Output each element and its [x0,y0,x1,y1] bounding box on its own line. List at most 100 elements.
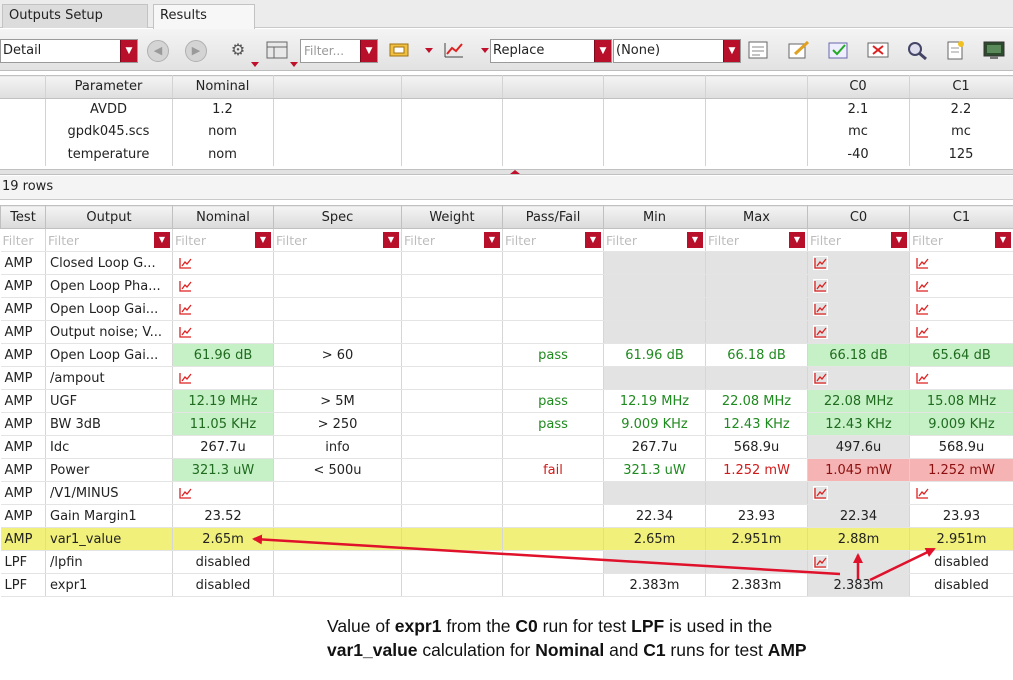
filter-dropdown-icon[interactable]: ▼ [154,232,170,248]
min-filter-field[interactable]: Filter ▼ [603,228,706,252]
table-row[interactable]: AMP Idc 267.7u info 267.7u 568.9u 497.6u 568.9u [0,435,1013,459]
c0-cell[interactable] [807,251,910,275]
output-column-header[interactable]: Output [45,205,173,229]
new-document-icon[interactable] [942,38,968,62]
table-row[interactable]: AMP/V1/MINUS [0,481,1013,505]
c0-filter-field[interactable]: Filter ▼ [807,228,910,252]
terminal-screen-icon[interactable] [981,38,1007,62]
filter-dropdown-icon[interactable]: ▼ [360,40,377,62]
spec-sheet-icon[interactable] [746,38,772,62]
table-row[interactable]: AMP/ampout [0,366,1013,390]
c1-column-header[interactable]: C1 [909,205,1013,229]
delete-results-icon[interactable] [865,38,891,62]
nominal-column-header[interactable]: Nominal [172,75,274,99]
waveform-plot-icon[interactable] [813,279,828,293]
export-icon[interactable] [386,38,412,62]
pane-splitter[interactable] [0,169,1013,175]
table-row[interactable]: AMP Power 321.3 uW < 500u fail 321.3 uW 1.252 … [0,458,1013,482]
waveform-plot-icon[interactable] [178,302,193,316]
waveform-plot-icon[interactable] [178,256,193,270]
c0-cell[interactable] [807,481,910,505]
parameter-row[interactable]: AVDD 1.2 2.1 2.2 [0,98,1013,121]
filter-input[interactable]: Filter... ▼ [300,39,378,63]
c1-filter-field[interactable]: Filter ▼ [909,228,1013,252]
nominal-cell[interactable] [172,297,274,321]
table-row[interactable]: AMP Open Loop Gai... [0,297,1013,321]
nominal-cell[interactable] [172,481,274,505]
plot-waveform-icon[interactable] [441,38,467,62]
next-point-icon[interactable]: ▶ [185,40,207,62]
previous-point-icon[interactable]: ◀ [147,40,169,62]
settings-menu-arrow-icon[interactable] [251,62,259,67]
filter-dropdown-icon[interactable]: ▼ [383,232,399,248]
export-menu-arrow-icon[interactable] [425,48,433,53]
edit-pencil-icon[interactable] [786,38,812,62]
c1-cell[interactable] [909,481,1013,505]
table-row[interactable]: LPF expr1 disabled 2.383m 2.383m 2.383m disabl… [0,573,1013,597]
nominal-cell[interactable] [172,251,274,275]
c1-cell[interactable] [909,366,1013,390]
table-row[interactable]: AMP BW 3dB 11.05 KHz > 250 pass 9.009 KHz 12.4… [0,412,1013,436]
waveform-plot-icon[interactable] [813,371,828,385]
nominal-cell[interactable] [172,320,274,344]
weight-column-header[interactable]: Weight [401,205,503,229]
filter-dropdown-icon[interactable]: ▼ [995,232,1011,248]
table-row[interactable]: AMP UGF 12.19 MHz > 5M pass 12.19 MHz 22.08 MH… [0,389,1013,413]
layout-menu-arrow-icon[interactable] [290,62,298,67]
max-column-header[interactable]: Max [705,205,808,229]
waveform-plot-icon[interactable] [915,256,930,270]
table-row[interactable]: AMP Gain Margin1 23.52 22.34 23.93 22.34 23.93 [0,504,1013,528]
nominal-cell[interactable] [172,366,274,390]
nominal-column-header[interactable]: Nominal [172,205,274,229]
filter-dropdown-icon[interactable]: ▼ [255,232,271,248]
waveform-plot-icon[interactable] [915,371,930,385]
history-select[interactable]: (None) ▼ [613,39,741,63]
waveform-plot-icon[interactable] [178,279,193,293]
waveform-plot-icon[interactable] [178,371,193,385]
parameter-row[interactable]: temperature nom -40 125 [0,143,1013,166]
view-mode-select[interactable]: Detail ▼ [0,39,138,63]
tab-outputs-setup[interactable]: Outputs Setup [2,4,148,28]
chevron-down-icon[interactable]: ▼ [723,40,740,62]
nominal-filter-field[interactable]: Filter ▼ [172,228,274,252]
filter-dropdown-icon[interactable]: ▼ [891,232,907,248]
waveform-plot-icon[interactable] [813,302,828,316]
plot-menu-arrow-icon[interactable] [481,48,489,53]
filter-dropdown-icon[interactable]: ▼ [585,232,601,248]
c0-cell[interactable] [807,297,910,321]
c1-cell[interactable] [909,274,1013,298]
waveform-plot-icon[interactable] [915,302,930,316]
chevron-down-icon[interactable]: ▼ [120,40,137,62]
waveform-plot-icon[interactable] [178,486,193,500]
c1-cell[interactable] [909,320,1013,344]
pass-fail-column-header[interactable]: Pass/Fail [502,205,604,229]
c0-column-header[interactable]: C0 [807,75,910,99]
inspect-magnifier-icon[interactable] [904,38,930,62]
test-filter-field[interactable]: Filter [0,228,46,252]
table-row[interactable]: AMP Open Loop Pha... [0,274,1013,298]
filter-dropdown-icon[interactable]: ▼ [789,232,805,248]
filter-dropdown-icon[interactable]: ▼ [484,232,500,248]
waveform-plot-icon[interactable] [178,325,193,339]
chevron-down-icon[interactable]: ▼ [594,40,611,62]
filter-dropdown-icon[interactable]: ▼ [687,232,703,248]
c0-cell[interactable] [807,274,910,298]
parameter-row[interactable]: gpdk045.scs nom mc mc [0,120,1013,143]
waveform-plot-icon[interactable] [813,555,828,569]
check-sheet-icon[interactable] [826,38,852,62]
table-row[interactable]: LPF/lpfin disabled disabled [0,550,1013,574]
waveform-plot-icon[interactable] [813,256,828,270]
nominal-cell[interactable] [172,274,274,298]
c0-cell[interactable] [807,320,910,344]
waveform-plot-icon[interactable] [813,486,828,500]
c1-cell[interactable] [909,251,1013,275]
parameter-column-header[interactable]: Parameter [45,75,173,99]
weight-filter-field[interactable]: Filter ▼ [401,228,503,252]
table-layout-icon[interactable] [264,38,290,62]
max-filter-field[interactable]: Filter ▼ [705,228,808,252]
waveform-plot-icon[interactable] [915,279,930,293]
settings-gear-icon[interactable]: ⚙ [230,40,246,59]
table-row[interactable]: AMP Closed Loop G... [0,251,1013,275]
plot-mode-select[interactable]: Replace ▼ [490,39,612,63]
waveform-plot-icon[interactable] [915,325,930,339]
